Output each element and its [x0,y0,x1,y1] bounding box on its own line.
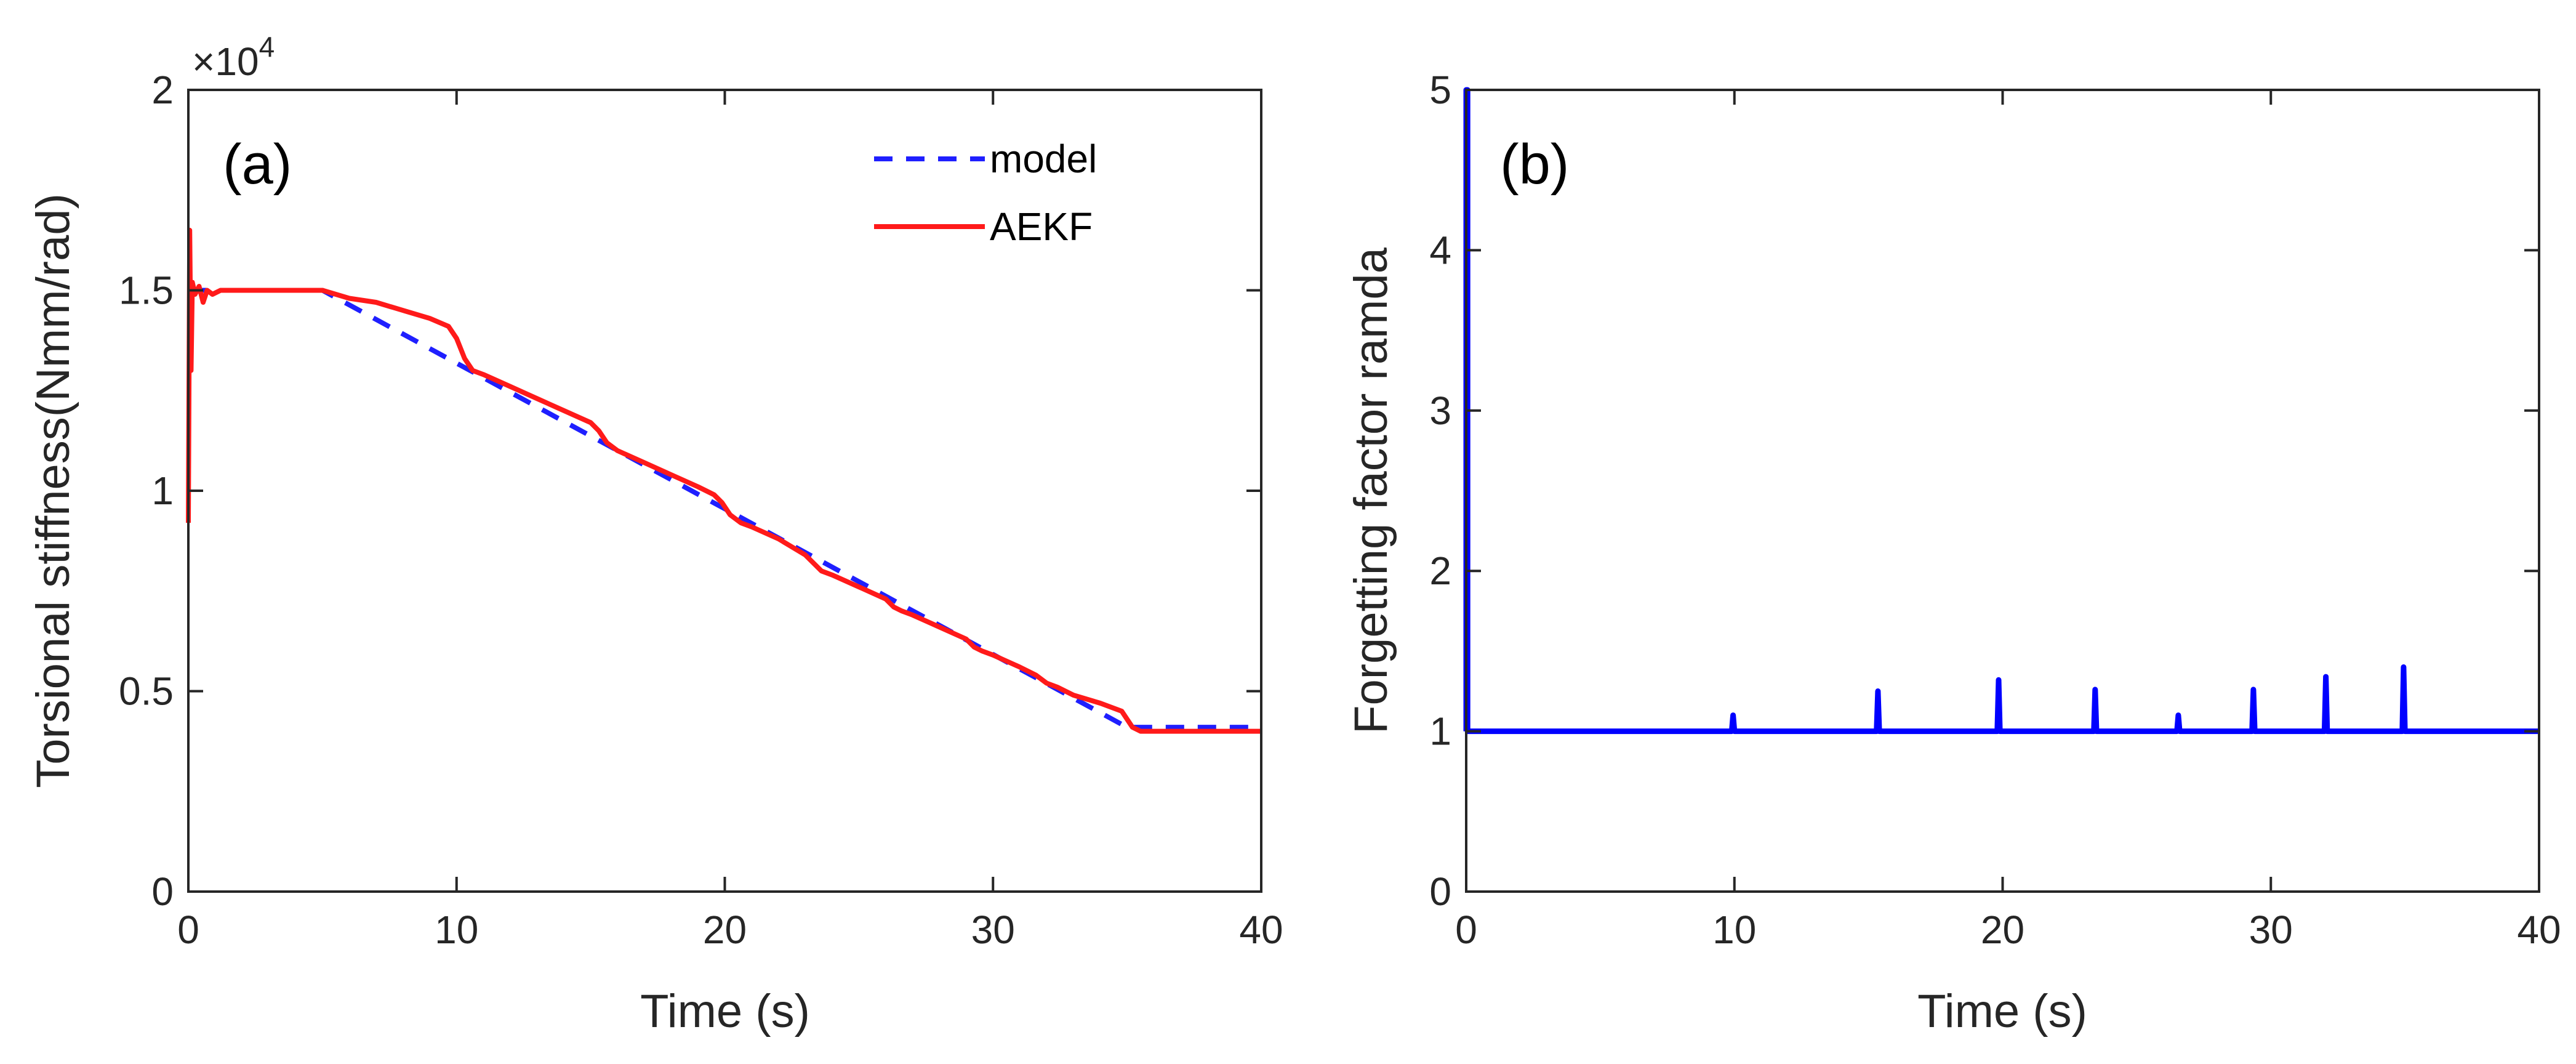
panel-a-legend: model AEKF [874,137,1097,249]
panel-a-y-tick-label: 0 [151,869,174,914]
legend-aekf-label: AEKF [990,204,1093,249]
panel-a-y-tick-label: 1.5 [119,268,174,313]
panel-b-y-tick-label: 3 [1429,389,1451,433]
panel-a-torsional-stiffness: 0 10 20 30 40 0 0.5 1 1.5 2 ×104 (a) Time (s) Tor… [27,31,1283,1038]
panel-a-x-tick-label: 10 [435,908,478,952]
panel-b-series-ramda-line [1463,87,2539,735]
panel-a-x-tick-label: 30 [971,908,1015,952]
legend-model-label: model [990,137,1097,181]
panel-b-x-tick-label: 10 [1712,908,1756,952]
panel-a-label: (a) [223,133,292,196]
panel-b-y-tick-label: 0 [1429,869,1451,914]
panel-b-label: (b) [1500,133,1569,196]
panel-a-ticks: 0 10 20 30 40 0 0.5 1 1.5 2 [119,68,1283,952]
panel-a-plot-area [188,90,1261,892]
panel-a-y-tick-label: 0.5 [119,669,174,714]
panel-a-x-tick-label: 0 [177,908,199,952]
panel-a-x-tick-label: 40 [1239,908,1283,952]
panel-b-plot-area [1466,90,2539,892]
panel-b-y-tick-label: 4 [1429,228,1451,272]
panel-a-y-tick-label: 1 [151,469,174,513]
panel-a-series-group [186,227,1261,734]
panel-b-x-tick-label: 20 [1981,908,2024,952]
panel-a-x-tick-label: 20 [703,908,747,952]
panel-a-series-aekf-line [186,227,1261,734]
panel-a-y-tick-label: 2 [151,68,174,112]
panel-b-x-tick-label: 40 [2517,908,2561,952]
panel-b-y-tick-label: 5 [1429,68,1451,112]
panel-b-x-tick-label: 0 [1455,908,1477,952]
panel-b-x-axis-label: Time (s) [1917,985,2087,1038]
panel-a-y-exponent: ×104 [192,31,275,84]
panel-b-forgetting-factor: 0 10 20 30 40 0 1 2 3 4 5 (b) Time (s) Forgetting … [1345,68,2561,1038]
panel-b-ticks: 0 10 20 30 40 0 1 2 3 4 5 [1429,68,2561,952]
panel-a-x-axis-label: Time (s) [640,985,810,1038]
panel-b-y-tick-label: 2 [1429,549,1451,593]
panel-a-y-axis-label: Torsional stiffness(Nmm/rad) [27,193,79,788]
panel-b-y-tick-label: 1 [1429,709,1451,754]
panel-b-series-group [1463,87,2539,735]
panel-b-x-tick-label: 30 [2249,908,2293,952]
panel-b-y-axis-label: Forgetting factor ramda [1345,247,1397,734]
